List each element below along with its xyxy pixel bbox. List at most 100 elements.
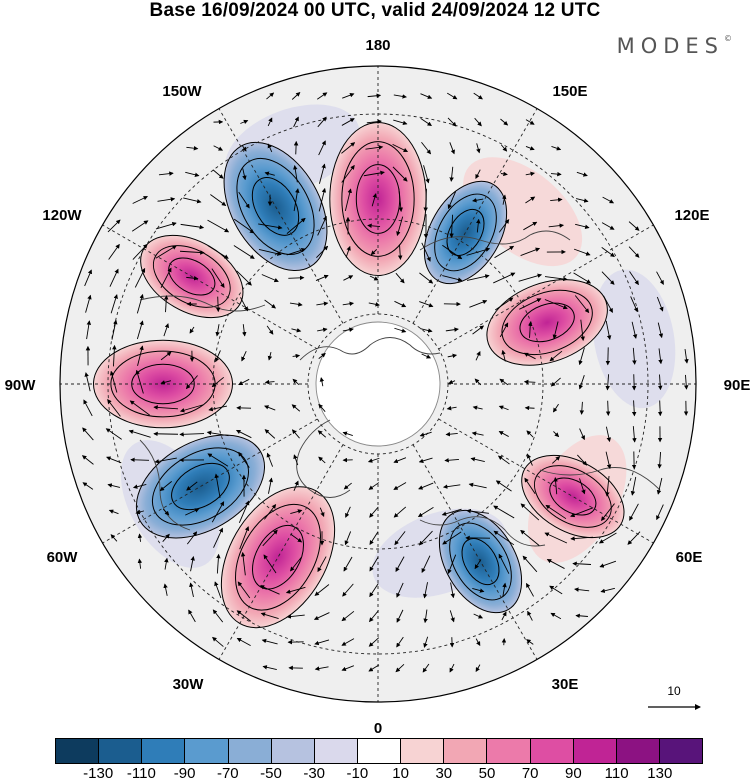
wind-vector — [526, 430, 534, 438]
wind-vector — [319, 377, 325, 387]
colorbar-tick-label: 10 — [392, 765, 409, 782]
wind-vector — [344, 188, 352, 212]
wind-vector — [316, 301, 329, 306]
wind-vector — [501, 194, 507, 205]
coastlines — [139, 230, 661, 547]
wind-vector — [153, 405, 179, 410]
wind-vector — [628, 221, 640, 231]
wind-vector — [493, 272, 516, 284]
colorbar-swatch — [228, 739, 272, 763]
wind-vector — [318, 403, 326, 412]
wind-vector — [367, 457, 380, 463]
wind-vector — [580, 319, 585, 342]
wind-vector — [129, 400, 150, 416]
arctic-coast — [299, 337, 441, 361]
wind-vector — [396, 216, 404, 237]
wind-vector — [214, 473, 221, 498]
wind-vector — [446, 92, 458, 100]
wind-vector — [527, 610, 533, 621]
colorbar — [55, 738, 703, 764]
wind-vector — [367, 223, 381, 229]
wind-vector — [342, 327, 354, 332]
wind-vector — [421, 141, 432, 155]
wind-vector — [207, 219, 230, 233]
wind-vector — [208, 405, 228, 412]
wind-vector — [216, 553, 221, 574]
wind-vector — [448, 379, 456, 384]
wind-vector — [290, 509, 303, 515]
wind-vector — [550, 197, 563, 203]
colorbar-tick-label: -110 — [126, 765, 156, 782]
wind-vector — [314, 584, 330, 596]
wind-vector — [369, 275, 379, 281]
wind-vector — [526, 639, 534, 645]
wind-vector — [656, 296, 664, 312]
wind-vector — [84, 269, 92, 287]
wind-vector — [291, 328, 302, 333]
wind-vector — [475, 638, 481, 647]
wind-vector — [422, 582, 428, 599]
map-title: Base 16/09/2024 00 UTC, valid 24/09/2024… — [149, 0, 601, 21]
wind-vector — [189, 326, 195, 334]
lon-label-120e: 120E — [674, 207, 709, 224]
lon-label-150w: 150W — [162, 83, 202, 100]
wind-vector — [369, 583, 379, 598]
wind-vector — [545, 504, 567, 520]
wind-vector — [343, 275, 354, 281]
wind-vector — [292, 378, 300, 386]
wind-vector — [341, 118, 355, 126]
wind-vector — [393, 506, 407, 518]
colorbar-swatch — [56, 739, 100, 763]
wind-vector — [551, 145, 562, 151]
wind-vector — [520, 247, 541, 256]
wind-vector — [601, 503, 615, 522]
wind-vector — [395, 663, 405, 673]
wind-vector — [493, 505, 515, 519]
wind-vector — [288, 275, 305, 281]
wind-vector — [473, 613, 484, 619]
wind-vector — [398, 188, 404, 213]
wind-vector — [137, 533, 143, 542]
wind-vector — [393, 457, 407, 464]
wind-vector — [418, 482, 434, 490]
wind-vector — [447, 353, 458, 359]
wind-vector — [366, 119, 382, 124]
wind-vector — [241, 351, 247, 362]
wind-vector — [130, 457, 150, 463]
wind-vector — [578, 375, 585, 390]
wind-vector — [82, 482, 94, 490]
wind-vector — [109, 268, 119, 287]
wind-vector — [494, 297, 514, 311]
wind-vector — [548, 223, 565, 228]
wind-vector — [317, 430, 327, 438]
wind-vector — [240, 551, 246, 576]
wind-vector — [629, 271, 639, 286]
colorbar-swatch — [401, 739, 445, 763]
wind-vector — [577, 454, 588, 466]
wind-vector — [315, 274, 329, 281]
wind-vector — [155, 245, 177, 259]
wind-vector — [553, 431, 560, 438]
wind-vector — [442, 484, 461, 489]
wind-vector — [444, 458, 459, 463]
wind-vector — [369, 556, 379, 572]
wind-vector — [602, 196, 615, 204]
wind-vector — [289, 302, 303, 307]
wind-vector — [447, 191, 457, 210]
wind-vector — [572, 561, 592, 566]
wind-vector — [573, 272, 592, 284]
wind-vector — [110, 294, 118, 314]
wind-vector — [570, 536, 594, 541]
wind-vector — [159, 481, 172, 492]
wind-vector — [519, 298, 542, 310]
wind-vector — [162, 533, 170, 543]
wind-vector — [344, 531, 352, 546]
wind-vector — [423, 188, 428, 213]
wind-vector — [476, 143, 481, 154]
wind-vector — [499, 378, 509, 386]
wind-vector — [260, 612, 279, 620]
wind-vector — [188, 609, 196, 623]
wind-vector — [683, 374, 689, 390]
wind-vector — [524, 477, 536, 495]
wind-vector — [186, 481, 198, 491]
